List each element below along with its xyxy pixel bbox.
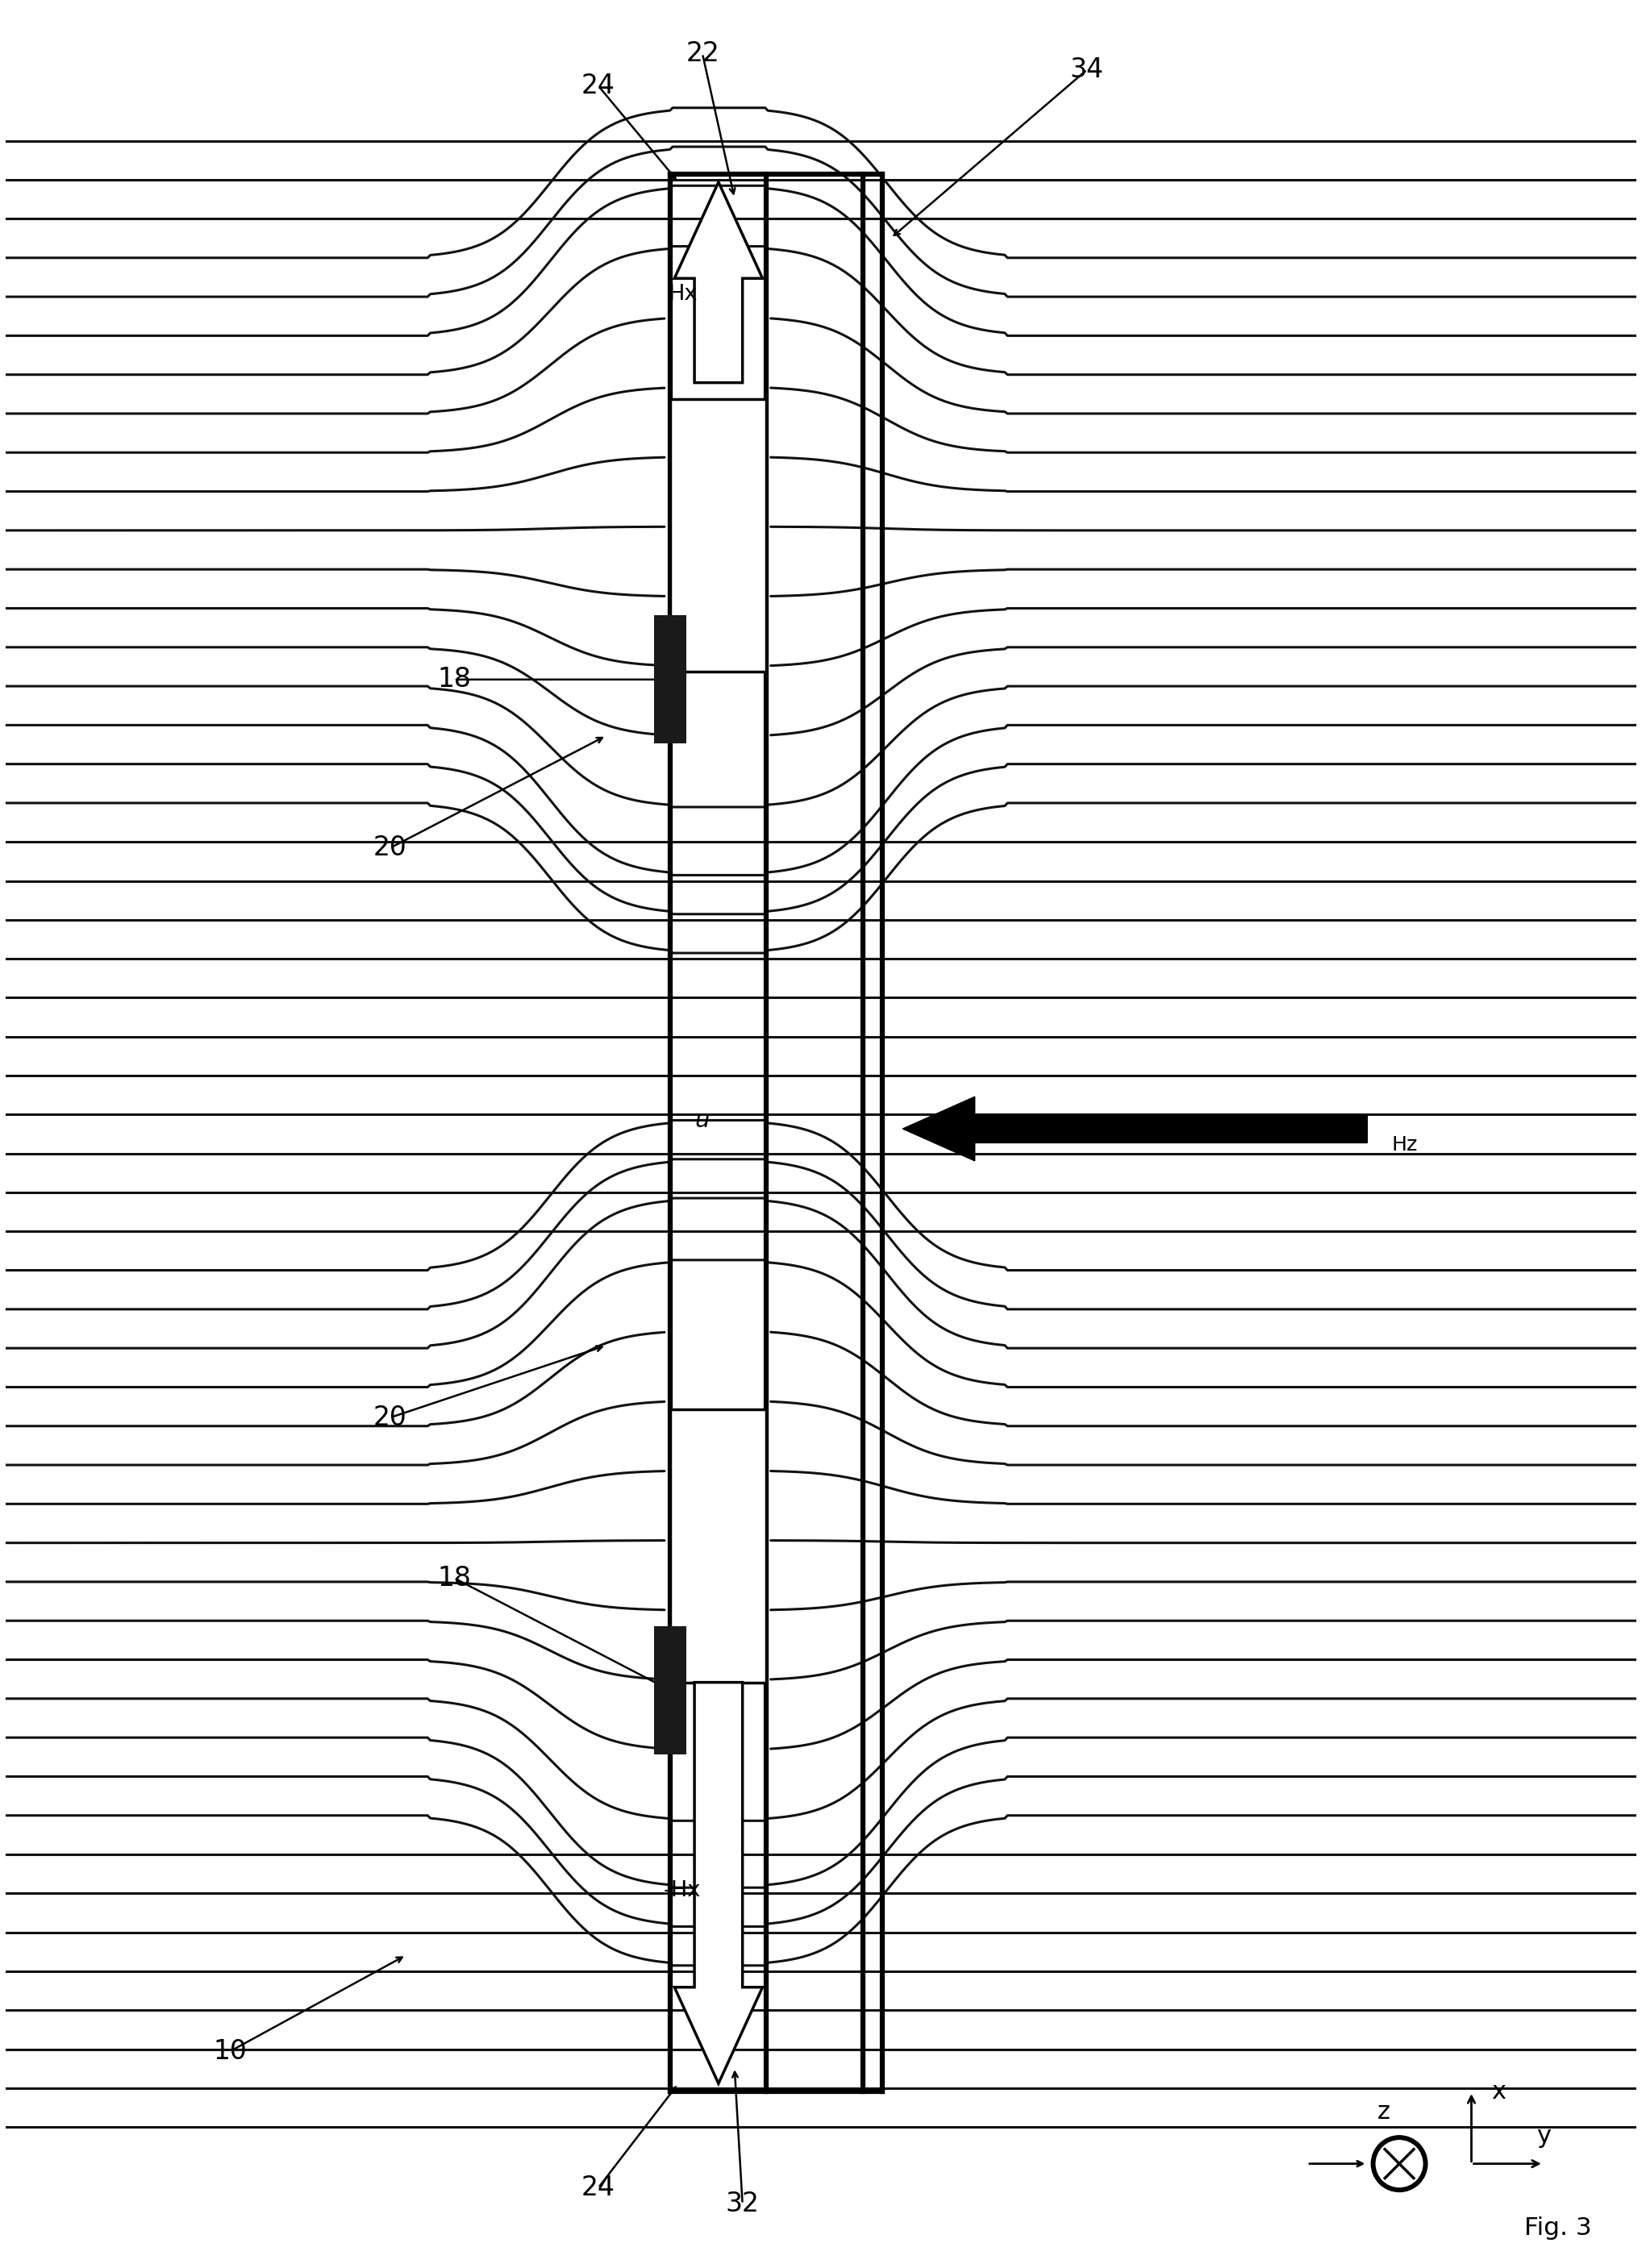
- Bar: [670, 1411, 767, 1683]
- Text: x: x: [1491, 2080, 1506, 2102]
- Bar: [655, 615, 686, 744]
- Text: Hx: Hx: [668, 284, 698, 304]
- Text: 24: 24: [581, 73, 616, 100]
- FancyArrow shape: [903, 1098, 1368, 1161]
- Text: -Hx: -Hx: [663, 1880, 701, 1901]
- Text: 18: 18: [437, 667, 471, 692]
- Text: z: z: [1378, 2100, 1389, 2123]
- FancyArrow shape: [675, 181, 762, 383]
- Text: 20: 20: [373, 1404, 407, 1431]
- Text: u: u: [695, 1109, 709, 1132]
- Circle shape: [1376, 2141, 1422, 2186]
- Text: 10: 10: [213, 2039, 246, 2064]
- Text: Hz: Hz: [1391, 1136, 1417, 1154]
- Bar: [670, 399, 767, 671]
- Text: 18: 18: [437, 1565, 471, 1592]
- Bar: [655, 1626, 686, 1755]
- Text: 20: 20: [373, 835, 407, 862]
- FancyArrow shape: [675, 1683, 762, 2084]
- Text: 24: 24: [581, 2175, 616, 2200]
- Text: y: y: [1537, 2125, 1550, 2148]
- Text: 32: 32: [726, 2191, 759, 2218]
- Circle shape: [1371, 2136, 1427, 2191]
- Text: 22: 22: [686, 41, 719, 68]
- Text: 34: 34: [1071, 57, 1103, 84]
- Text: Fig. 3: Fig. 3: [1524, 2216, 1591, 2239]
